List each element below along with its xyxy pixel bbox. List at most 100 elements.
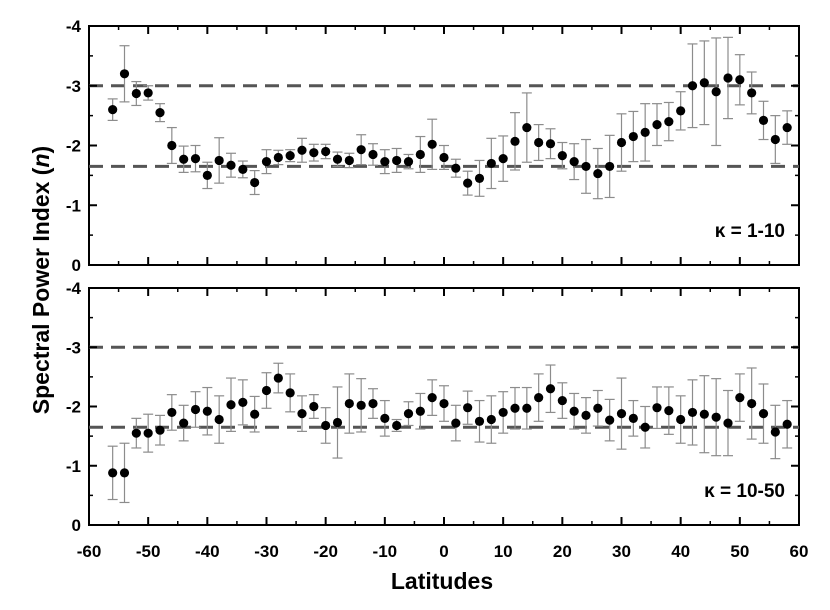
x-tick-label: 60 bbox=[790, 542, 809, 561]
data-point bbox=[486, 158, 496, 169]
x-axis-title: Latitudes bbox=[391, 568, 493, 594]
data-point bbox=[534, 393, 544, 403]
data-point bbox=[474, 416, 485, 426]
data-point bbox=[167, 140, 177, 151]
data-point bbox=[380, 157, 390, 167]
data-point bbox=[309, 401, 319, 412]
data-point bbox=[652, 119, 662, 130]
data-point bbox=[545, 139, 556, 149]
data-point bbox=[261, 157, 272, 167]
data-point bbox=[297, 409, 307, 419]
data-point bbox=[687, 81, 698, 91]
data-point bbox=[522, 403, 532, 413]
data-point bbox=[143, 88, 153, 98]
x-tick-label: 50 bbox=[730, 542, 749, 561]
data-point bbox=[226, 400, 236, 410]
data-point bbox=[214, 414, 224, 425]
x-tick-label: -50 bbox=[136, 542, 161, 561]
data-point bbox=[557, 395, 567, 406]
x-tick-label: -10 bbox=[373, 542, 398, 561]
data-point bbox=[392, 420, 402, 431]
data-point bbox=[344, 398, 354, 409]
data-point bbox=[332, 154, 343, 164]
data-point bbox=[285, 151, 295, 161]
data-point bbox=[108, 468, 118, 478]
panel-label: κ = 1-10 bbox=[715, 221, 785, 242]
data-point bbox=[356, 145, 366, 155]
data-point bbox=[155, 425, 165, 435]
y-axis-title-variable: n bbox=[28, 153, 54, 167]
data-point bbox=[723, 73, 733, 83]
data-point bbox=[403, 409, 414, 419]
data-point bbox=[427, 139, 437, 149]
data-point bbox=[676, 414, 686, 425]
data-point bbox=[723, 418, 733, 428]
data-point bbox=[676, 106, 686, 116]
y-axis-title-main: Spectral Power Index ( bbox=[28, 167, 54, 414]
data-point bbox=[250, 177, 260, 188]
data-point bbox=[581, 161, 591, 172]
data-point bbox=[380, 413, 390, 423]
data-point bbox=[593, 403, 603, 413]
data-point bbox=[119, 69, 130, 79]
data-point bbox=[167, 407, 177, 418]
data-point bbox=[498, 407, 508, 418]
data-point bbox=[770, 134, 780, 145]
data-point bbox=[711, 87, 721, 97]
y-tick-label: -3 bbox=[66, 338, 81, 357]
data-point bbox=[108, 105, 118, 115]
data-point bbox=[238, 164, 248, 174]
data-point bbox=[557, 151, 567, 161]
data-point bbox=[439, 152, 449, 163]
data-point bbox=[321, 146, 331, 157]
y-tick-label: -1 bbox=[66, 196, 81, 215]
panel-label: κ = 10-50 bbox=[704, 481, 785, 502]
x-tick-label: 40 bbox=[671, 542, 690, 561]
data-point bbox=[640, 422, 650, 432]
y-tick-label: -1 bbox=[66, 457, 81, 476]
data-point bbox=[711, 412, 721, 422]
data-point bbox=[474, 173, 485, 183]
data-point bbox=[143, 428, 153, 438]
data-point bbox=[616, 409, 627, 419]
data-point bbox=[758, 115, 769, 126]
data-point bbox=[498, 154, 508, 164]
data-point bbox=[569, 157, 579, 167]
data-point bbox=[392, 155, 402, 166]
data-point bbox=[190, 404, 201, 415]
data-point bbox=[652, 403, 662, 413]
data-point bbox=[321, 420, 331, 431]
data-point bbox=[439, 398, 449, 409]
data-point bbox=[735, 393, 745, 403]
data-point bbox=[463, 178, 473, 188]
data-point bbox=[403, 157, 414, 167]
data-point bbox=[131, 428, 141, 438]
data-point bbox=[463, 403, 473, 413]
data-point bbox=[451, 418, 461, 428]
data-point bbox=[605, 161, 615, 172]
data-point bbox=[581, 410, 591, 420]
data-point bbox=[770, 427, 780, 437]
data-point bbox=[782, 122, 792, 133]
data-point bbox=[687, 407, 698, 418]
data-point bbox=[119, 468, 130, 478]
x-tick-label: -60 bbox=[77, 542, 102, 561]
data-point bbox=[486, 414, 496, 425]
data-point bbox=[747, 88, 757, 98]
data-point bbox=[179, 154, 189, 164]
data-point bbox=[415, 406, 425, 416]
data-point bbox=[640, 127, 650, 137]
data-point bbox=[261, 385, 272, 396]
data-point bbox=[214, 155, 224, 166]
data-point bbox=[747, 398, 757, 409]
data-point bbox=[628, 131, 638, 142]
x-tick-label: 20 bbox=[553, 542, 572, 561]
data-point bbox=[250, 409, 260, 419]
data-point bbox=[782, 419, 792, 429]
data-point bbox=[368, 398, 378, 409]
data-point bbox=[285, 388, 295, 398]
data-point bbox=[451, 163, 461, 173]
y-tick-label: -4 bbox=[66, 17, 82, 36]
data-point bbox=[699, 78, 709, 88]
y-tick-label: -2 bbox=[66, 398, 81, 417]
